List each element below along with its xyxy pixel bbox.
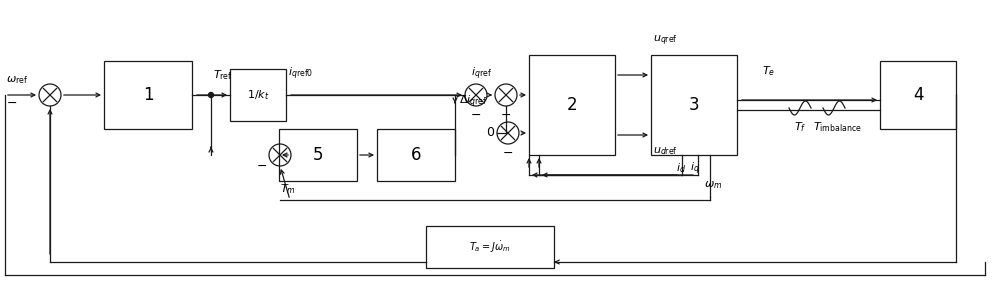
Bar bbox=[426, 226, 554, 268]
Text: $T_{\mathrm{imbalance}}$: $T_{\mathrm{imbalance}}$ bbox=[813, 120, 861, 134]
Text: $-$: $-$ bbox=[500, 108, 512, 121]
Text: $T_a = J\dot{\omega}_m$: $T_a = J\dot{\omega}_m$ bbox=[469, 239, 511, 255]
Bar bbox=[279, 129, 357, 181]
Bar bbox=[230, 69, 286, 121]
Text: 5: 5 bbox=[313, 146, 323, 164]
Text: 4: 4 bbox=[913, 86, 923, 104]
Text: $\omega_{\mathrm{ref}}$: $\omega_{\mathrm{ref}}$ bbox=[6, 74, 28, 86]
Text: $-$: $-$ bbox=[256, 159, 267, 172]
Bar bbox=[529, 55, 615, 155]
Bar bbox=[104, 61, 192, 129]
Text: $u_{q\mathrm{ref}}$: $u_{q\mathrm{ref}}$ bbox=[653, 34, 678, 48]
Text: $T_e$: $T_e$ bbox=[762, 64, 775, 78]
Text: $i_{q\mathrm{ref0}}$: $i_{q\mathrm{ref0}}$ bbox=[288, 66, 313, 82]
Text: 1: 1 bbox=[143, 86, 153, 104]
Circle shape bbox=[208, 92, 214, 98]
Text: $i_q$: $i_q$ bbox=[690, 161, 700, 177]
Bar bbox=[880, 61, 956, 129]
Text: $\omega_m$: $\omega_m$ bbox=[704, 179, 722, 191]
Text: 6: 6 bbox=[411, 146, 421, 164]
Text: $-$: $-$ bbox=[502, 146, 514, 159]
Text: $i_{q\mathrm{ref}}$: $i_{q\mathrm{ref}}$ bbox=[471, 66, 492, 82]
Text: $i_d$: $i_d$ bbox=[676, 161, 686, 175]
Text: $\Delta i_{q\mathrm{ref}}$: $\Delta i_{q\mathrm{ref}}$ bbox=[459, 94, 488, 110]
Text: $u_{d\mathrm{ref}}$: $u_{d\mathrm{ref}}$ bbox=[653, 145, 678, 157]
Bar bbox=[377, 129, 455, 181]
Text: $0$: $0$ bbox=[486, 127, 495, 140]
Text: 2: 2 bbox=[567, 96, 577, 114]
Text: $T_m$: $T_m$ bbox=[280, 182, 296, 196]
Bar bbox=[651, 55, 737, 155]
Text: $-$: $-$ bbox=[6, 96, 17, 109]
Text: $-$: $-$ bbox=[470, 108, 482, 121]
Text: $1/k_t$: $1/k_t$ bbox=[247, 88, 269, 102]
Text: $T_f$: $T_f$ bbox=[794, 120, 806, 134]
Text: $T_{\mathrm{ref}}$: $T_{\mathrm{ref}}$ bbox=[213, 68, 233, 82]
Text: 3: 3 bbox=[689, 96, 699, 114]
